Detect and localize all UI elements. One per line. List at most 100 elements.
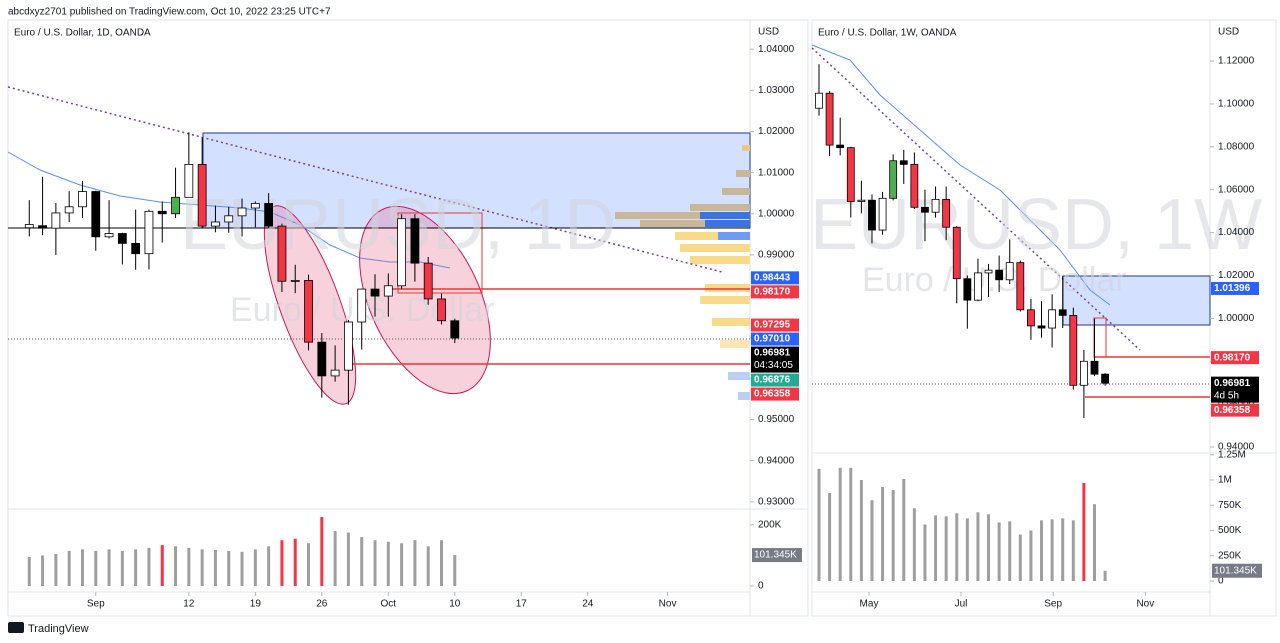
candle-body [963, 278, 972, 301]
volume-bar [67, 550, 71, 586]
volume-bar [293, 538, 297, 586]
volume-bar [280, 540, 284, 586]
volume-bar [27, 557, 31, 586]
volume-bar [413, 540, 417, 586]
candle-body [224, 215, 234, 223]
candle-body [211, 221, 220, 227]
y-tick-label: 1.03000 [758, 85, 795, 96]
volume-bar [1103, 570, 1107, 581]
candle-body [921, 206, 929, 213]
profile-row [738, 392, 750, 400]
price-label: 0.98170 [1214, 352, 1251, 363]
chart-title: Euro / U.S. Dollar, 1W, OANDA [818, 28, 957, 39]
volume-tick-label: 1M [1218, 475, 1232, 486]
watermark-subtitle: Euro / U.S. Dollar [862, 261, 1127, 299]
volume-bar [41, 555, 45, 586]
drawings [7, 86, 751, 405]
volume-bar [881, 487, 885, 581]
volume-bar [828, 493, 832, 581]
candle-body [1016, 262, 1025, 311]
candle-body [910, 164, 919, 208]
pattern-ellipse [359, 205, 491, 395]
candle-body [171, 196, 180, 215]
volume-bar [386, 541, 390, 586]
candle-body [383, 285, 393, 297]
profile-row [718, 232, 750, 240]
currency-label: USD [1218, 27, 1239, 38]
volume-tick-label: 250K [1218, 550, 1242, 561]
volume-bar [1082, 482, 1086, 581]
candle-body [197, 163, 207, 227]
footer-brand: TradingView [28, 623, 89, 635]
y-tick-label: 1.04000 [1218, 227, 1255, 238]
x-tick-label: May [860, 599, 879, 610]
candle-body [357, 288, 367, 323]
price-countdown: 4d 5h [1214, 390, 1239, 401]
candle-body [237, 207, 247, 217]
profile-row [712, 318, 750, 326]
volume-bar [439, 540, 443, 586]
volume-bar [923, 524, 927, 581]
profile-row [722, 188, 750, 195]
price-countdown: 04:34:05 [754, 360, 793, 371]
volume-bar [373, 540, 377, 586]
logo [8, 622, 24, 633]
volume-bar [944, 516, 948, 581]
profile-row [640, 220, 750, 227]
candle-body [952, 226, 961, 280]
volume-bar [849, 467, 853, 581]
y-tick-label: 1.10000 [1218, 99, 1255, 110]
x-tick-label: Nov [1136, 599, 1154, 610]
volume-bar [1029, 530, 1033, 581]
candle-body [846, 147, 855, 202]
price-label-box [751, 271, 799, 285]
y-tick-label: 1.12000 [1218, 56, 1255, 67]
volume-last-label: 101.345K [1214, 565, 1257, 576]
volume-bar [912, 508, 916, 581]
volume-bar [1071, 520, 1075, 581]
candle-body [1090, 360, 1099, 375]
price-label-box [1211, 403, 1259, 417]
volume-last-box [752, 548, 802, 563]
candle-body [437, 298, 446, 322]
volume-bar [174, 546, 178, 586]
volume-bar [267, 546, 271, 586]
candle-body [974, 272, 982, 301]
volume-bar [54, 553, 58, 586]
y-tick-label: 1.06000 [1218, 184, 1255, 195]
x-tick-label: 12 [183, 599, 195, 610]
candle-body [450, 320, 460, 339]
volume-tick-label: 500K [1218, 525, 1242, 536]
candle-body [397, 218, 407, 287]
candle-body [370, 288, 380, 297]
price-label: 0.97010 [754, 334, 791, 345]
candle-body [836, 144, 845, 149]
profile-row [690, 256, 750, 264]
x-tick-label: Sep [1044, 599, 1062, 610]
x-tick-label: Nov [659, 599, 677, 610]
volume-bar [80, 549, 84, 586]
volume-last-label: 101.345K [754, 550, 797, 561]
volume-tick-label: 0 [1218, 576, 1224, 587]
price-label-box [751, 346, 799, 373]
candle-body [423, 262, 433, 300]
profile-row [615, 212, 750, 219]
candle-body [1058, 309, 1067, 316]
candle-body [330, 369, 340, 377]
volume-bar [120, 550, 124, 586]
x-tick-label: 17 [516, 599, 528, 610]
volume-bar [870, 500, 874, 581]
volume-bar [1061, 518, 1065, 581]
candle-body [184, 163, 194, 198]
price-label: 0.97295 [754, 320, 791, 331]
candle-body [264, 203, 274, 227]
y-tick-label: 1.00000 [1218, 313, 1255, 324]
volume-tick-label: 1.25M [1218, 449, 1246, 460]
price-label: 0.96358 [754, 389, 791, 400]
candle-body [984, 269, 993, 274]
candle-body [144, 210, 154, 255]
candle-body [889, 160, 898, 199]
y-tick-label: 1.02000 [758, 126, 795, 137]
